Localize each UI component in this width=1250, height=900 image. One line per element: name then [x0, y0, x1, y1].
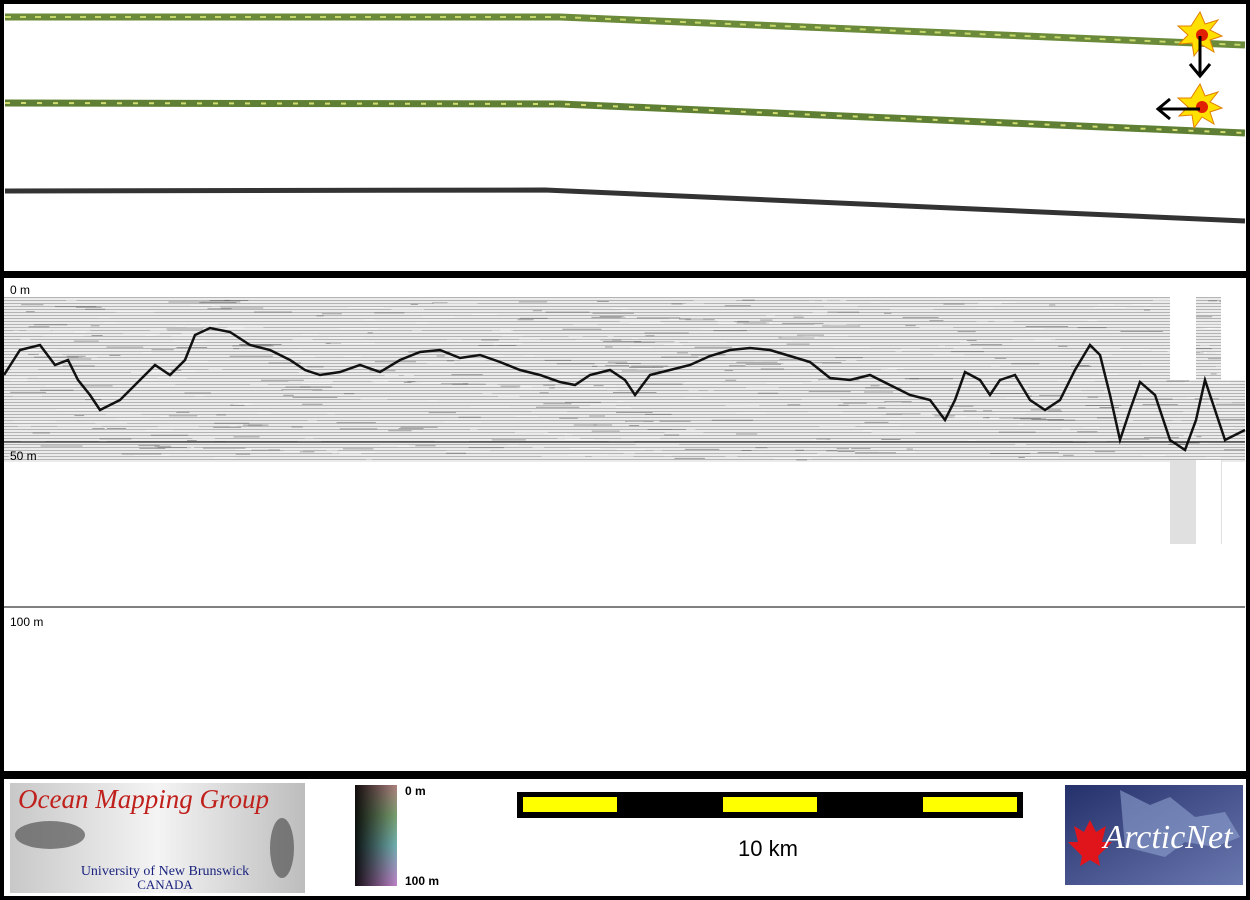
seabed	[2, 326, 1246, 452]
depth-label: 100 m	[10, 615, 43, 629]
swath	[4, 187, 1246, 224]
scale-segment	[523, 797, 617, 812]
colorbar-label: 100 m	[405, 874, 439, 888]
depth-label: 50 m	[10, 449, 37, 463]
scale-segment	[923, 797, 1017, 812]
logo-icon	[270, 818, 294, 878]
scale-segment	[723, 797, 817, 812]
colorbar-shade	[355, 785, 397, 886]
depth-label: 0 m	[10, 283, 30, 297]
gap	[1221, 297, 1245, 380]
partner-label: ArcticNet	[1101, 819, 1234, 856]
swath-detail	[4, 102, 1246, 134]
logo-map	[1120, 790, 1240, 857]
logo-text: CANADA	[137, 877, 193, 892]
marker	[1155, 82, 1224, 130]
swath-detail	[5, 16, 1246, 46]
scale-label: 10 km	[738, 836, 798, 861]
colorbar-label: 0 m	[405, 784, 426, 798]
maple-leaf	[1068, 820, 1112, 866]
marker	[1176, 10, 1224, 79]
logo-text: University of New Brunswick	[81, 864, 249, 879]
map-panel	[0, 0, 1250, 275]
logo-icon	[15, 821, 85, 849]
gap	[1170, 297, 1196, 380]
gap	[1196, 460, 1221, 544]
logo-title: Ocean Mapping Group	[18, 784, 269, 814]
